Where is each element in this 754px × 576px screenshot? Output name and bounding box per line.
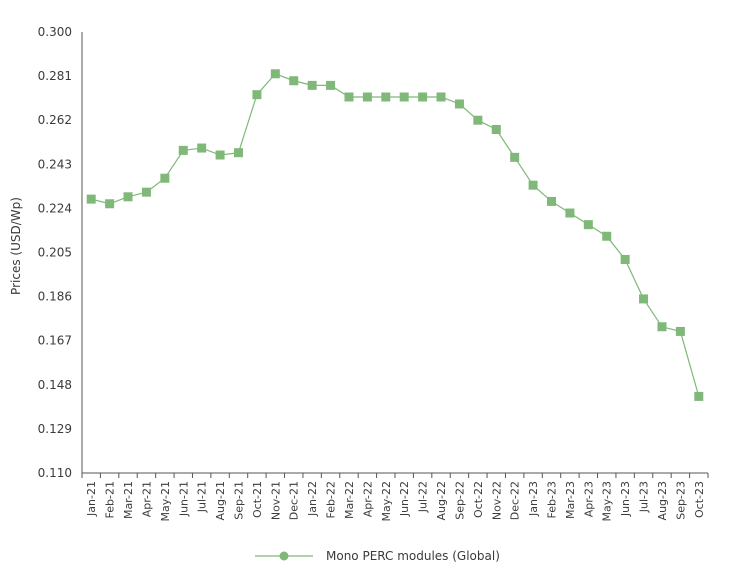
series-mono-perc bbox=[86, 69, 704, 401]
y-tick-label: 0.205 bbox=[38, 246, 72, 260]
x-tick-label: Nov-21 bbox=[269, 481, 282, 520]
legend: Mono PERC modules (Global) bbox=[255, 549, 500, 563]
data-point-mar-22 bbox=[344, 92, 354, 102]
x-tick-label: Mar-22 bbox=[343, 481, 356, 519]
y-tick-label: 0.167 bbox=[38, 334, 72, 348]
y-tick-label: 0.129 bbox=[38, 422, 72, 436]
data-point-nov-22 bbox=[491, 124, 501, 134]
data-point-apr-22 bbox=[362, 92, 372, 102]
x-tick-label: Feb-23 bbox=[546, 481, 559, 518]
data-point-jun-22 bbox=[399, 92, 409, 102]
x-tick-label: Nov-22 bbox=[490, 481, 503, 520]
x-tick-label: Jun-23 bbox=[619, 481, 632, 517]
data-point-sep-21 bbox=[234, 148, 243, 158]
data-point-may-21 bbox=[160, 173, 170, 183]
x-tick-label: Sep-21 bbox=[233, 481, 246, 520]
x-tick-label: Oct-22 bbox=[472, 481, 485, 518]
y-axis: 0.300 0.281 0.262 0.243 0.224 0.205 0.186 0.167… bbox=[38, 25, 83, 480]
data-point-feb-23 bbox=[547, 196, 556, 206]
y-tick-label: 0.224 bbox=[38, 201, 72, 215]
data-point-oct-23 bbox=[694, 391, 704, 401]
x-tick-label: Feb-22 bbox=[325, 481, 338, 518]
data-point-jul-21 bbox=[197, 143, 207, 153]
x-tick-label: Apr-23 bbox=[582, 481, 595, 517]
y-tick-label: 0.281 bbox=[38, 69, 72, 83]
y-axis-title: Prices (USD/Wp) bbox=[9, 197, 23, 295]
series-line bbox=[91, 73, 700, 397]
data-point-nov-21 bbox=[270, 69, 280, 79]
x-tick-label: Aug-23 bbox=[656, 481, 669, 520]
x-tick-label: Jun-21 bbox=[177, 481, 190, 517]
data-point-sep-23 bbox=[675, 326, 685, 336]
data-point-jan-21 bbox=[86, 194, 96, 204]
data-point-oct-21 bbox=[252, 90, 262, 100]
x-tick-label: Aug-21 bbox=[214, 481, 227, 520]
x-tick-label: Dec-22 bbox=[509, 481, 522, 520]
data-point-dec-21 bbox=[289, 76, 299, 86]
data-point-jan-23 bbox=[528, 180, 538, 190]
x-tick-label: Apr-22 bbox=[361, 481, 374, 517]
data-point-mar-23 bbox=[565, 208, 575, 218]
x-tick-label: Apr-21 bbox=[140, 481, 153, 517]
y-tick-label: 0.148 bbox=[38, 378, 72, 392]
x-tick-label: Mar-23 bbox=[564, 481, 577, 519]
data-point-sep-22 bbox=[454, 99, 464, 109]
data-point-aug-21 bbox=[215, 150, 225, 160]
x-tick-label: Oct-23 bbox=[693, 481, 706, 518]
x-tick-label: Sep-22 bbox=[453, 481, 466, 520]
y-tick-label: 0.262 bbox=[38, 113, 72, 127]
data-point-dec-22 bbox=[510, 152, 520, 162]
data-point-feb-21 bbox=[105, 199, 115, 209]
data-point-apr-23 bbox=[583, 220, 593, 230]
legend-marker-swatch bbox=[279, 551, 289, 561]
data-point-jul-23 bbox=[639, 294, 649, 304]
data-point-may-23 bbox=[602, 231, 612, 241]
data-point-feb-22 bbox=[326, 80, 336, 90]
x-tick-label: Jan-21 bbox=[85, 481, 98, 517]
data-point-jan-22 bbox=[307, 80, 317, 90]
data-point-jun-21 bbox=[178, 145, 188, 155]
x-tick-label: Jul-22 bbox=[417, 481, 430, 513]
x-tick-label: May-23 bbox=[601, 481, 614, 522]
x-tick-label: Oct-21 bbox=[251, 481, 264, 518]
x-tick-label: May-22 bbox=[380, 481, 393, 522]
x-tick-label: Mar-21 bbox=[122, 481, 135, 519]
legend-entry-mono-perc: Mono PERC modules (Global) bbox=[326, 549, 500, 563]
data-point-aug-22 bbox=[436, 92, 446, 102]
y-tick-label: 0.243 bbox=[38, 157, 72, 171]
x-tick-label: May-21 bbox=[159, 481, 172, 522]
x-tick-label: Dec-21 bbox=[288, 481, 301, 520]
x-tick-label: Jul-23 bbox=[638, 481, 651, 513]
data-point-aug-23 bbox=[657, 322, 667, 332]
data-point-oct-22 bbox=[473, 115, 483, 125]
x-tick-label: Jun-22 bbox=[398, 481, 411, 517]
y-tick-label: 0.300 bbox=[38, 25, 72, 39]
data-point-jul-22 bbox=[418, 92, 428, 102]
y-tick-label: 0.186 bbox=[38, 290, 72, 304]
data-point-apr-21 bbox=[141, 187, 151, 197]
y-tick-label: 0.110 bbox=[38, 466, 72, 480]
x-tick-label: Aug-22 bbox=[435, 481, 448, 520]
data-point-may-22 bbox=[381, 92, 391, 102]
data-point-mar-21 bbox=[123, 192, 133, 202]
x-tick-label: Jan-23 bbox=[527, 481, 540, 517]
x-tick-label: Feb-21 bbox=[104, 481, 117, 518]
x-tick-label: Jul-21 bbox=[196, 481, 209, 513]
x-tick-label: Sep-23 bbox=[674, 481, 687, 520]
data-point-jun-23 bbox=[620, 254, 630, 264]
x-axis: Jan-21 Feb-21 Mar-21 Apr-21 May-21 Jun-21 Jul-… bbox=[81, 472, 709, 522]
x-tick-label: Jan-22 bbox=[306, 481, 319, 517]
